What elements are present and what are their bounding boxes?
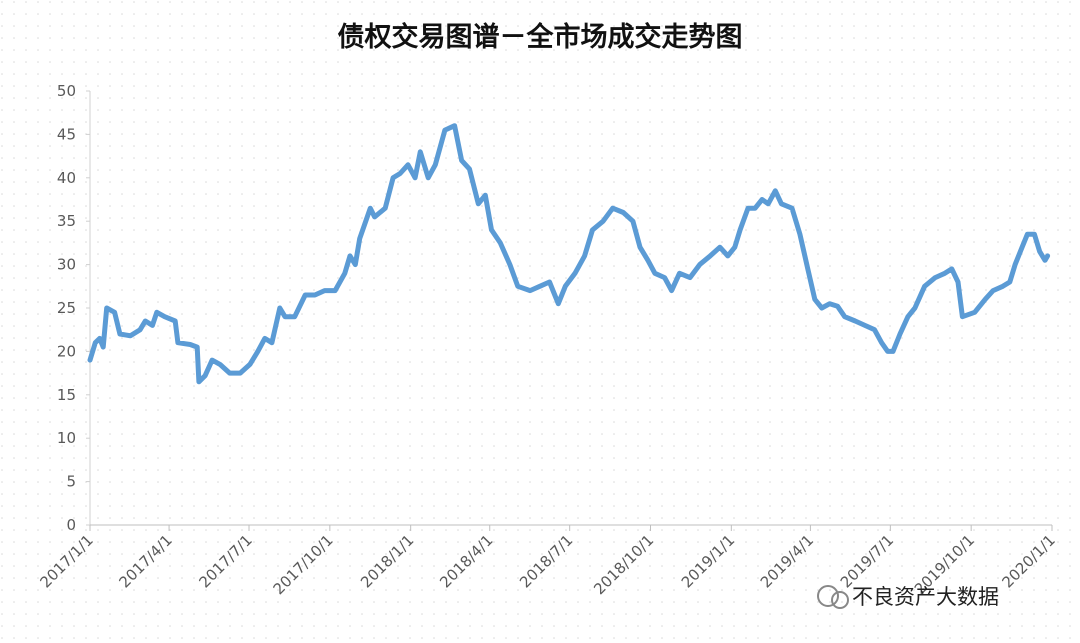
y-tick-label: 30 bbox=[57, 256, 76, 274]
y-tick-label: 5 bbox=[66, 473, 76, 491]
y-tick-label: 25 bbox=[57, 299, 76, 317]
watermark-text: 不良资产大数据 bbox=[852, 585, 999, 609]
y-tick-label: 15 bbox=[57, 386, 76, 404]
y-tick-label: 45 bbox=[57, 125, 76, 143]
y-tick-label: 0 bbox=[66, 516, 76, 534]
y-tick-label: 10 bbox=[57, 429, 76, 447]
y-tick-label: 40 bbox=[57, 169, 76, 187]
y-tick-label: 20 bbox=[57, 342, 76, 360]
data-line bbox=[87, 123, 1051, 385]
y-tick-label: 35 bbox=[57, 212, 76, 230]
y-tick-label: 50 bbox=[57, 82, 76, 100]
chart-title: 债权交易图谱－全市场成交走势图 bbox=[338, 21, 743, 53]
watermark: 不良资产大数据 bbox=[817, 585, 999, 609]
